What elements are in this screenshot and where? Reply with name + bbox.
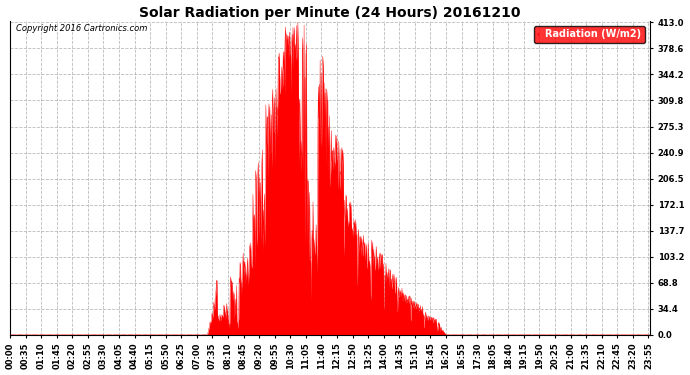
Legend: Radiation (W/m2): Radiation (W/m2) bbox=[533, 26, 645, 44]
Text: Copyright 2016 Cartronics.com: Copyright 2016 Cartronics.com bbox=[17, 24, 148, 33]
Title: Solar Radiation per Minute (24 Hours) 20161210: Solar Radiation per Minute (24 Hours) 20… bbox=[139, 6, 521, 20]
